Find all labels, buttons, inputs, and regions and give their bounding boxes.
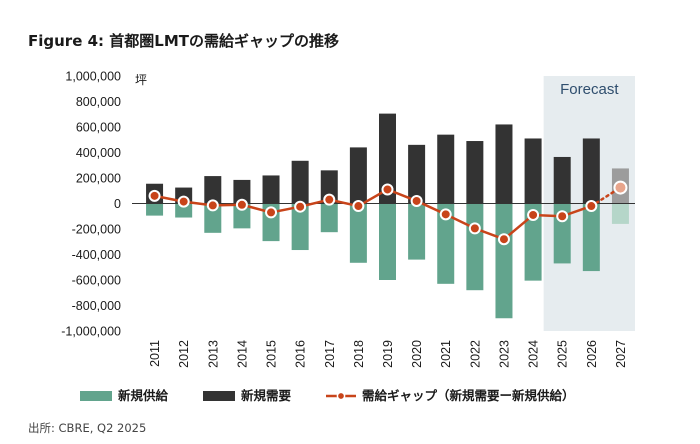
x-tick-label: 2014 [235, 340, 249, 368]
y-tick-label: -1,000,000 [61, 325, 121, 339]
y-tick-label: -400,000 [72, 248, 121, 262]
supply-bar [495, 203, 513, 319]
legend-demand-label: 新規需要 [241, 388, 292, 403]
y-tick-label: 800,000 [76, 95, 121, 109]
gap-point [323, 193, 336, 206]
supply-bar [437, 203, 455, 284]
demand-bar [320, 170, 338, 204]
y-tick-label: 600,000 [76, 121, 121, 135]
gap-point [439, 208, 452, 221]
gap-point [381, 183, 394, 196]
supply-bar [204, 203, 222, 233]
demand-bar [466, 141, 484, 204]
gap-point [177, 195, 190, 208]
gap-point [410, 194, 423, 207]
x-tick-label: 2020 [410, 340, 424, 368]
y-tick-label: -200,000 [72, 223, 121, 237]
legend-supply-swatch [80, 391, 112, 401]
legend-gap-marker [336, 391, 346, 401]
x-tick-label: 2015 [265, 340, 279, 368]
gap-point [352, 200, 365, 213]
demand-bars [146, 113, 629, 204]
supply-bar [524, 203, 542, 281]
forecast-label: Forecast [560, 81, 619, 98]
y-tick-label: 400,000 [76, 146, 121, 160]
supply-bar [320, 203, 338, 233]
legend-demand-swatch [203, 391, 235, 401]
y-axis-unit: 坪 [135, 73, 147, 87]
demand-bar [495, 124, 513, 204]
demand-bar [437, 134, 455, 204]
supply-bar [175, 203, 193, 218]
x-tick-label: 2011 [148, 340, 162, 367]
gap-line-solid [154, 188, 592, 241]
gap-point [585, 200, 598, 213]
x-tick-label: 2022 [468, 340, 482, 368]
x-tick-label: 2013 [206, 340, 220, 368]
gap-line-series [148, 180, 628, 246]
x-tick-label: 2021 [439, 340, 453, 368]
demand-bar [379, 113, 396, 204]
y-tick-label: 1,000,000 [65, 70, 121, 84]
y-axis-ticks: 1,000,000 800,000 600,000 400,000 200,000 0 -2… [61, 70, 121, 339]
legend-gap-label: 需給ギャップ（新規需要ー新規供給） [362, 388, 575, 403]
x-tick-label: 2026 [585, 340, 599, 368]
demand-bar [204, 176, 222, 204]
y-tick-label: -600,000 [72, 274, 121, 288]
supply-bar [146, 203, 164, 216]
y-tick-label: 200,000 [76, 172, 121, 186]
demand-bar [233, 179, 251, 204]
legend: 新規供給 新規需要 需給ギャップ（新規需要ー新規供給） [80, 388, 575, 403]
x-tick-label: 2019 [381, 340, 395, 368]
gap-point [556, 210, 569, 223]
gap-point [497, 233, 510, 246]
demand-bar [408, 144, 426, 204]
x-tick-label: 2012 [177, 340, 191, 368]
x-tick-label: 2023 [497, 340, 511, 368]
gap-point [235, 198, 248, 211]
demand-bar [291, 160, 309, 204]
demand-bar [349, 147, 367, 204]
supply-bar [611, 203, 629, 224]
gap-point [148, 189, 161, 202]
y-tick-label: 0 [114, 197, 121, 211]
supply-bar [379, 203, 396, 280]
x-tick-label: 2024 [527, 340, 541, 368]
demand-bar [553, 156, 571, 204]
x-axis-ticks: 2011 2012 2013 2014 2015 2016 2017 2018 2019 2020… [148, 340, 628, 368]
supply-bar [349, 203, 367, 263]
source-note: 出所: CBRE, Q2 2025 [28, 421, 146, 435]
demand-bar [524, 138, 542, 204]
x-tick-label: 2025 [556, 340, 570, 368]
gap-point [613, 180, 628, 195]
gap-point [294, 200, 307, 213]
legend-supply-label: 新規供給 [118, 388, 169, 403]
supply-bar [233, 203, 251, 229]
y-tick-label: -800,000 [72, 299, 121, 313]
supply-bar [291, 203, 309, 251]
x-tick-label: 2017 [323, 340, 337, 368]
x-tick-label: 2018 [352, 340, 366, 368]
gap-point [206, 199, 219, 212]
gap-point [468, 222, 481, 235]
gap-point [265, 206, 278, 219]
x-tick-label: 2016 [294, 340, 308, 368]
supply-bar [466, 203, 484, 291]
supply-bar [408, 203, 426, 260]
supply-bar [582, 203, 600, 272]
gap-point [527, 208, 540, 221]
demand-bar [262, 175, 280, 204]
x-tick-label: 2027 [614, 340, 628, 368]
chart-title: Figure 4: 首都圏LMTの需給ギャップの推移 [28, 32, 339, 50]
demand-bar [582, 138, 600, 204]
